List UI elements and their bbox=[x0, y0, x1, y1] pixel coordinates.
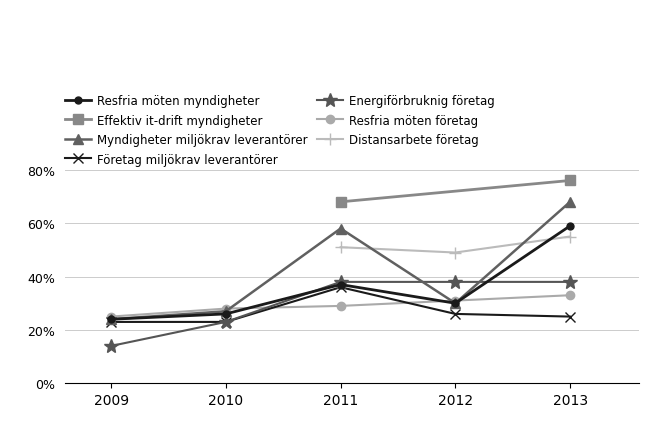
Myndigheter miljökrav leverantörer bbox=[107, 317, 115, 322]
Line: Effektiv it-drift myndigheter: Effektiv it-drift myndigheter bbox=[336, 176, 575, 207]
Företag miljökrav leverantörer bbox=[222, 320, 230, 325]
Line: Myndigheter miljökrav leverantörer: Myndigheter miljökrav leverantörer bbox=[106, 198, 575, 324]
Resfria möten företag bbox=[336, 304, 344, 309]
Företag miljökrav leverantörer bbox=[451, 312, 459, 317]
Energiförbruknig företag bbox=[222, 320, 230, 325]
Resfria möten företag bbox=[222, 306, 230, 311]
Legend: Resfria möten myndigheter, Effektiv it-drift myndigheter, Myndigheter miljökrav : Resfria möten myndigheter, Effektiv it-d… bbox=[65, 95, 495, 166]
Distansarbete företag bbox=[336, 245, 344, 250]
Resfria möten myndigheter bbox=[451, 301, 459, 306]
Resfria möten myndigheter bbox=[566, 224, 574, 229]
Line: Resfria möten myndigheter: Resfria möten myndigheter bbox=[108, 223, 574, 323]
Effektiv it-drift myndigheter bbox=[566, 178, 574, 184]
Line: Resfria möten företag: Resfria möten företag bbox=[107, 291, 574, 321]
Resfria möten myndigheter bbox=[107, 317, 115, 322]
Energiförbruknig företag bbox=[336, 279, 344, 285]
Myndigheter miljökrav leverantörer bbox=[451, 301, 459, 306]
Energiförbruknig företag bbox=[566, 279, 574, 285]
Line: Energiförbruknig företag: Energiförbruknig företag bbox=[104, 275, 577, 353]
Myndigheter miljökrav leverantörer bbox=[222, 309, 230, 314]
Företag miljökrav leverantörer bbox=[566, 314, 574, 320]
Resfria möten företag bbox=[451, 298, 459, 303]
Företag miljökrav leverantörer bbox=[336, 285, 344, 290]
Distansarbete företag bbox=[566, 234, 574, 239]
Myndigheter miljökrav leverantörer bbox=[566, 200, 574, 205]
Effektiv it-drift myndigheter bbox=[336, 200, 344, 205]
Resfria möten företag bbox=[566, 293, 574, 298]
Resfria möten företag bbox=[107, 314, 115, 320]
Distansarbete företag bbox=[451, 250, 459, 256]
Energiförbruknig företag bbox=[451, 279, 459, 285]
Energiförbruknig företag bbox=[107, 343, 115, 348]
Resfria möten myndigheter bbox=[336, 282, 344, 288]
Myndigheter miljökrav leverantörer bbox=[336, 227, 344, 232]
Företag miljökrav leverantörer bbox=[107, 320, 115, 325]
Line: Distansarbete företag: Distansarbete företag bbox=[335, 231, 576, 259]
Line: Företag miljökrav leverantörer: Företag miljökrav leverantörer bbox=[106, 283, 575, 327]
Resfria möten myndigheter bbox=[222, 312, 230, 317]
